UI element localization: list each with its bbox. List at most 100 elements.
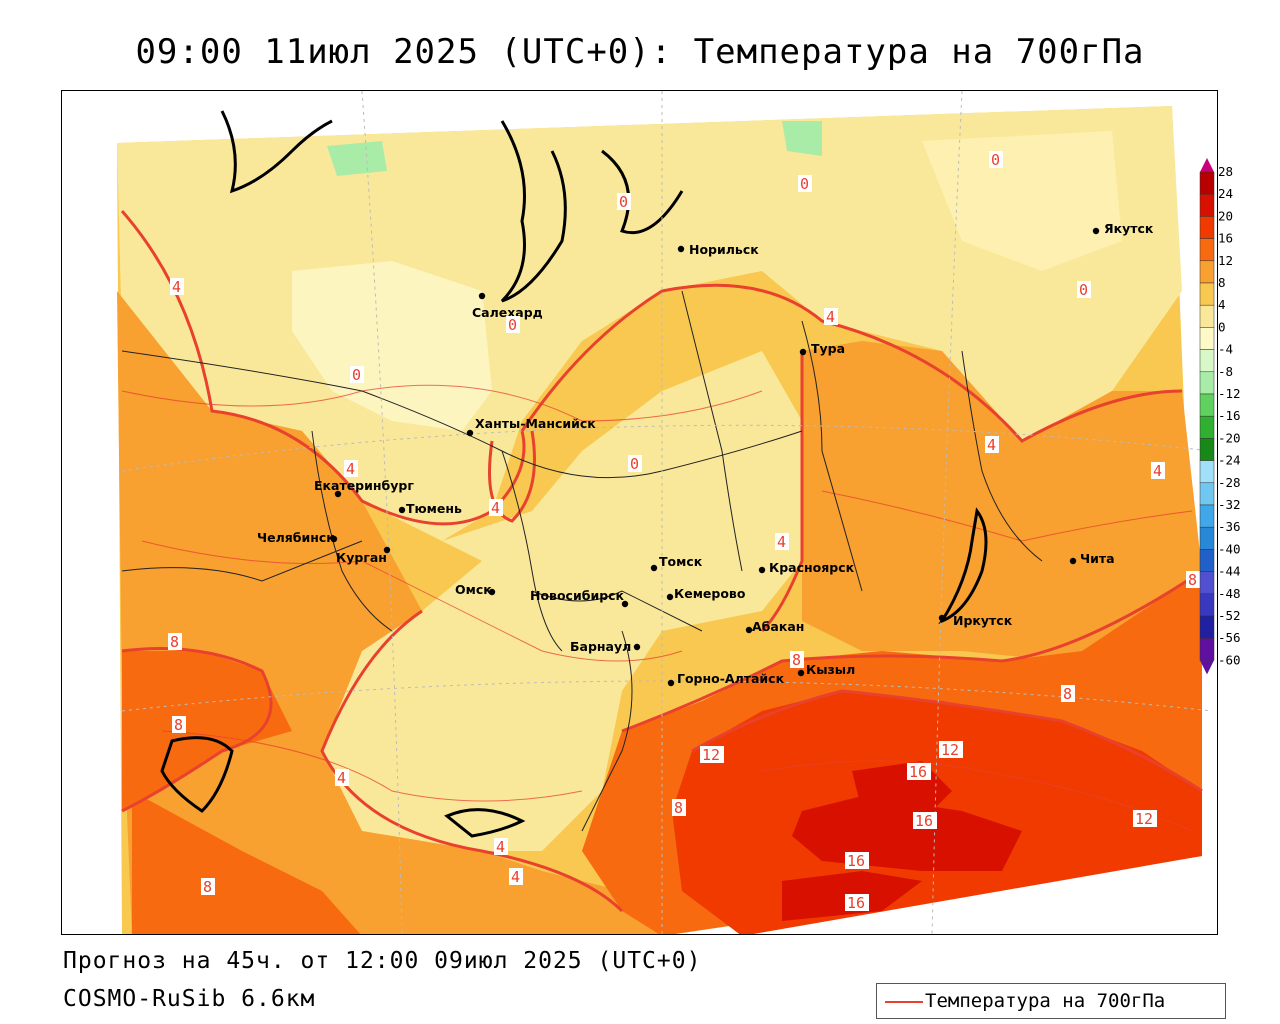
svg-text:0: 0 xyxy=(508,316,517,334)
city-yakutsk: Якутск xyxy=(1092,221,1154,236)
forecast-info: Прогноз на 45ч. от 12:00 09июл 2025 (UTC… xyxy=(63,948,702,974)
svg-text:12: 12 xyxy=(702,746,720,764)
city-salekhard: Салехард xyxy=(472,292,543,320)
svg-text:4: 4 xyxy=(826,308,835,326)
svg-text:8: 8 xyxy=(674,799,683,817)
contour-label: 4 xyxy=(824,308,838,326)
map-title: 09:00 11июл 2025 (UTC+0): Температура на… xyxy=(135,32,1145,72)
region-north-light xyxy=(117,106,1182,541)
colorbar-tick-label: 8 xyxy=(1218,275,1226,290)
city-gorno-altaysk: Горно-Алтайск xyxy=(667,671,785,687)
region-pale-west xyxy=(292,261,492,431)
region-cold-ne xyxy=(782,121,822,156)
region-east-orange xyxy=(802,341,1202,661)
colorbar-tick-label: -20 xyxy=(1218,430,1241,445)
colorbar-tick-label: -24 xyxy=(1218,453,1241,468)
temperature-map[interactable]: Норильск Якутск Салехард Тура Ханты-Манс… xyxy=(61,90,1218,935)
city-label: Красноярск xyxy=(769,560,855,575)
contour-label: 4 xyxy=(344,460,358,478)
city-krasnoyarsk: Красноярск xyxy=(758,560,855,575)
city-markers: Норильск Якутск Салехард Тура Ханты-Манс… xyxy=(257,221,1154,687)
city-novosibirsk: Новосибирск xyxy=(530,588,629,608)
colorbar-tick-label: -40 xyxy=(1218,541,1241,556)
city-label: Новосибирск xyxy=(530,588,625,603)
city-label: Норильск xyxy=(689,242,759,257)
color-scale: 28 24 20 16 12 8 4 0 -4 -8 -12 -16 -20 -24 -28 -32 -36 -4… xyxy=(1198,158,1258,688)
city-label: Салехард xyxy=(472,305,543,320)
contour-label: 16 xyxy=(845,894,869,912)
svg-text:16: 16 xyxy=(915,812,933,830)
city-norilsk: Норильск xyxy=(677,242,759,257)
contours-main xyxy=(120,210,1203,913)
colorbar-tick-label: -44 xyxy=(1218,564,1241,579)
contour-label: 4 xyxy=(494,838,508,856)
colorbar-segment xyxy=(1199,615,1215,639)
colorbar-segment xyxy=(1199,415,1215,439)
svg-text:8: 8 xyxy=(792,651,801,669)
city-label: Якутск xyxy=(1104,221,1154,236)
colorbar-segment xyxy=(1199,282,1215,306)
colorbar-tick-label: -48 xyxy=(1218,586,1241,601)
city-tomsk: Томск xyxy=(650,554,703,572)
legend-line-swatch xyxy=(885,1001,923,1003)
colorbar-segment xyxy=(1199,526,1215,550)
contour-label: 4 xyxy=(489,499,503,517)
map-legend: Температура на 700гПа xyxy=(876,983,1226,1019)
colorbar-top-arrow xyxy=(1200,158,1214,172)
svg-text:4: 4 xyxy=(172,278,181,296)
region-west-orange xyxy=(117,291,661,934)
contour-label: 8 xyxy=(1061,685,1075,703)
city-label: Курган xyxy=(336,550,387,565)
colorbar-tick-label: -52 xyxy=(1218,608,1241,623)
colorbar-tick-label: -8 xyxy=(1218,364,1233,379)
colorbar-segment xyxy=(1199,460,1215,484)
contour-label: 4 xyxy=(170,278,184,296)
region-pale-east xyxy=(922,131,1122,271)
contour-label: 8 xyxy=(672,799,686,817)
city-label: Омск xyxy=(455,582,492,597)
colorbar-segment xyxy=(1199,393,1215,417)
region-cold-north xyxy=(327,141,387,176)
colorbar-tick-label: -4 xyxy=(1218,342,1233,357)
svg-text:4: 4 xyxy=(511,868,520,886)
colorbar-segment xyxy=(1199,571,1215,595)
colorbar-segment xyxy=(1199,549,1215,572)
svg-text:12: 12 xyxy=(941,741,959,759)
city-label: Иркутск xyxy=(953,613,1013,628)
svg-text:4: 4 xyxy=(496,838,505,856)
map-canvas: Норильск Якутск Салехард Тура Ханты-Манс… xyxy=(117,91,1213,934)
svg-text:8: 8 xyxy=(1063,685,1072,703)
city-chita: Чита xyxy=(1069,551,1115,566)
city-label: Абакан xyxy=(752,619,804,634)
city-label: Чита xyxy=(1080,551,1115,566)
contour-label: 16 xyxy=(913,812,937,830)
svg-text:16: 16 xyxy=(847,852,865,870)
colorbar-tick-label: -56 xyxy=(1218,630,1241,645)
colorbar-tick-label: 20 xyxy=(1218,208,1233,223)
contour-label: 4 xyxy=(335,769,349,787)
city-label: Барнаул xyxy=(570,639,631,654)
model-name: COSMO-RuSib 6.6км xyxy=(63,986,316,1012)
colorbar-segment xyxy=(1199,304,1215,328)
city-label: Тюмень xyxy=(406,501,462,516)
svg-text:0: 0 xyxy=(1079,281,1088,299)
colorbar-segment xyxy=(1199,327,1215,350)
svg-text:0: 0 xyxy=(619,193,628,211)
city-tura: Тура xyxy=(799,341,845,356)
contour-label: 4 xyxy=(775,533,789,551)
city-barnaul: Барнаул xyxy=(570,639,641,654)
colorbar-tick-label: -32 xyxy=(1218,497,1241,512)
colorbar-segment xyxy=(1199,216,1215,239)
city-yekaterinburg: Екатеринбург xyxy=(314,478,414,498)
contour-label: 8 xyxy=(168,633,182,651)
svg-text:4: 4 xyxy=(491,499,500,517)
colorbar-segment xyxy=(1199,504,1215,528)
contour-label: 12 xyxy=(939,741,963,759)
svg-text:0: 0 xyxy=(800,175,809,193)
contour-label: 0 xyxy=(506,316,520,334)
contour-label: 16 xyxy=(907,763,931,781)
city-kemerovo: Кемерово xyxy=(666,586,746,601)
svg-text:4: 4 xyxy=(987,436,996,454)
colorbar-segment xyxy=(1199,371,1215,395)
colorbar-segment xyxy=(1199,482,1215,506)
